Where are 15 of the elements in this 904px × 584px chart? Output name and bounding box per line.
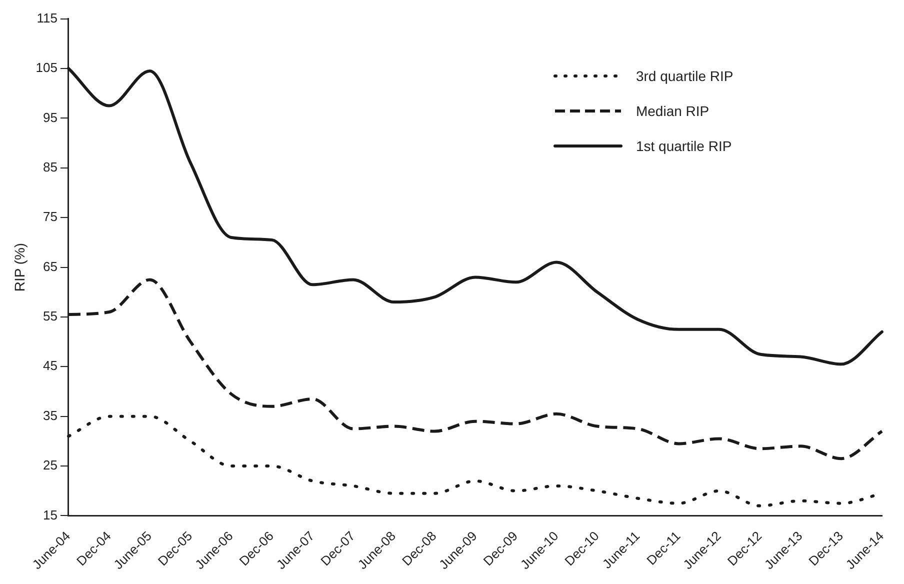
y-tick-label: 65 xyxy=(43,258,58,274)
y-tick-label: 35 xyxy=(43,408,58,423)
legend-label: 3rd quartile RIP xyxy=(636,68,734,84)
y-tick-label: 85 xyxy=(43,159,58,174)
y-tick-label: 115 xyxy=(36,10,58,26)
legend-label: 1st quartile RIP xyxy=(636,138,732,154)
y-tick-label: 95 xyxy=(43,110,58,125)
y-tick-label: 105 xyxy=(36,60,58,76)
y-tick-label: 45 xyxy=(43,358,58,374)
y-tick-label: 55 xyxy=(43,308,58,324)
y-axis-title: RIP (%) xyxy=(11,242,28,292)
y-tick-label: 75 xyxy=(43,209,58,224)
legend-label: Median RIP xyxy=(636,103,710,120)
y-tick-label: 25 xyxy=(43,458,58,473)
y-tick-label: 15 xyxy=(43,507,58,522)
